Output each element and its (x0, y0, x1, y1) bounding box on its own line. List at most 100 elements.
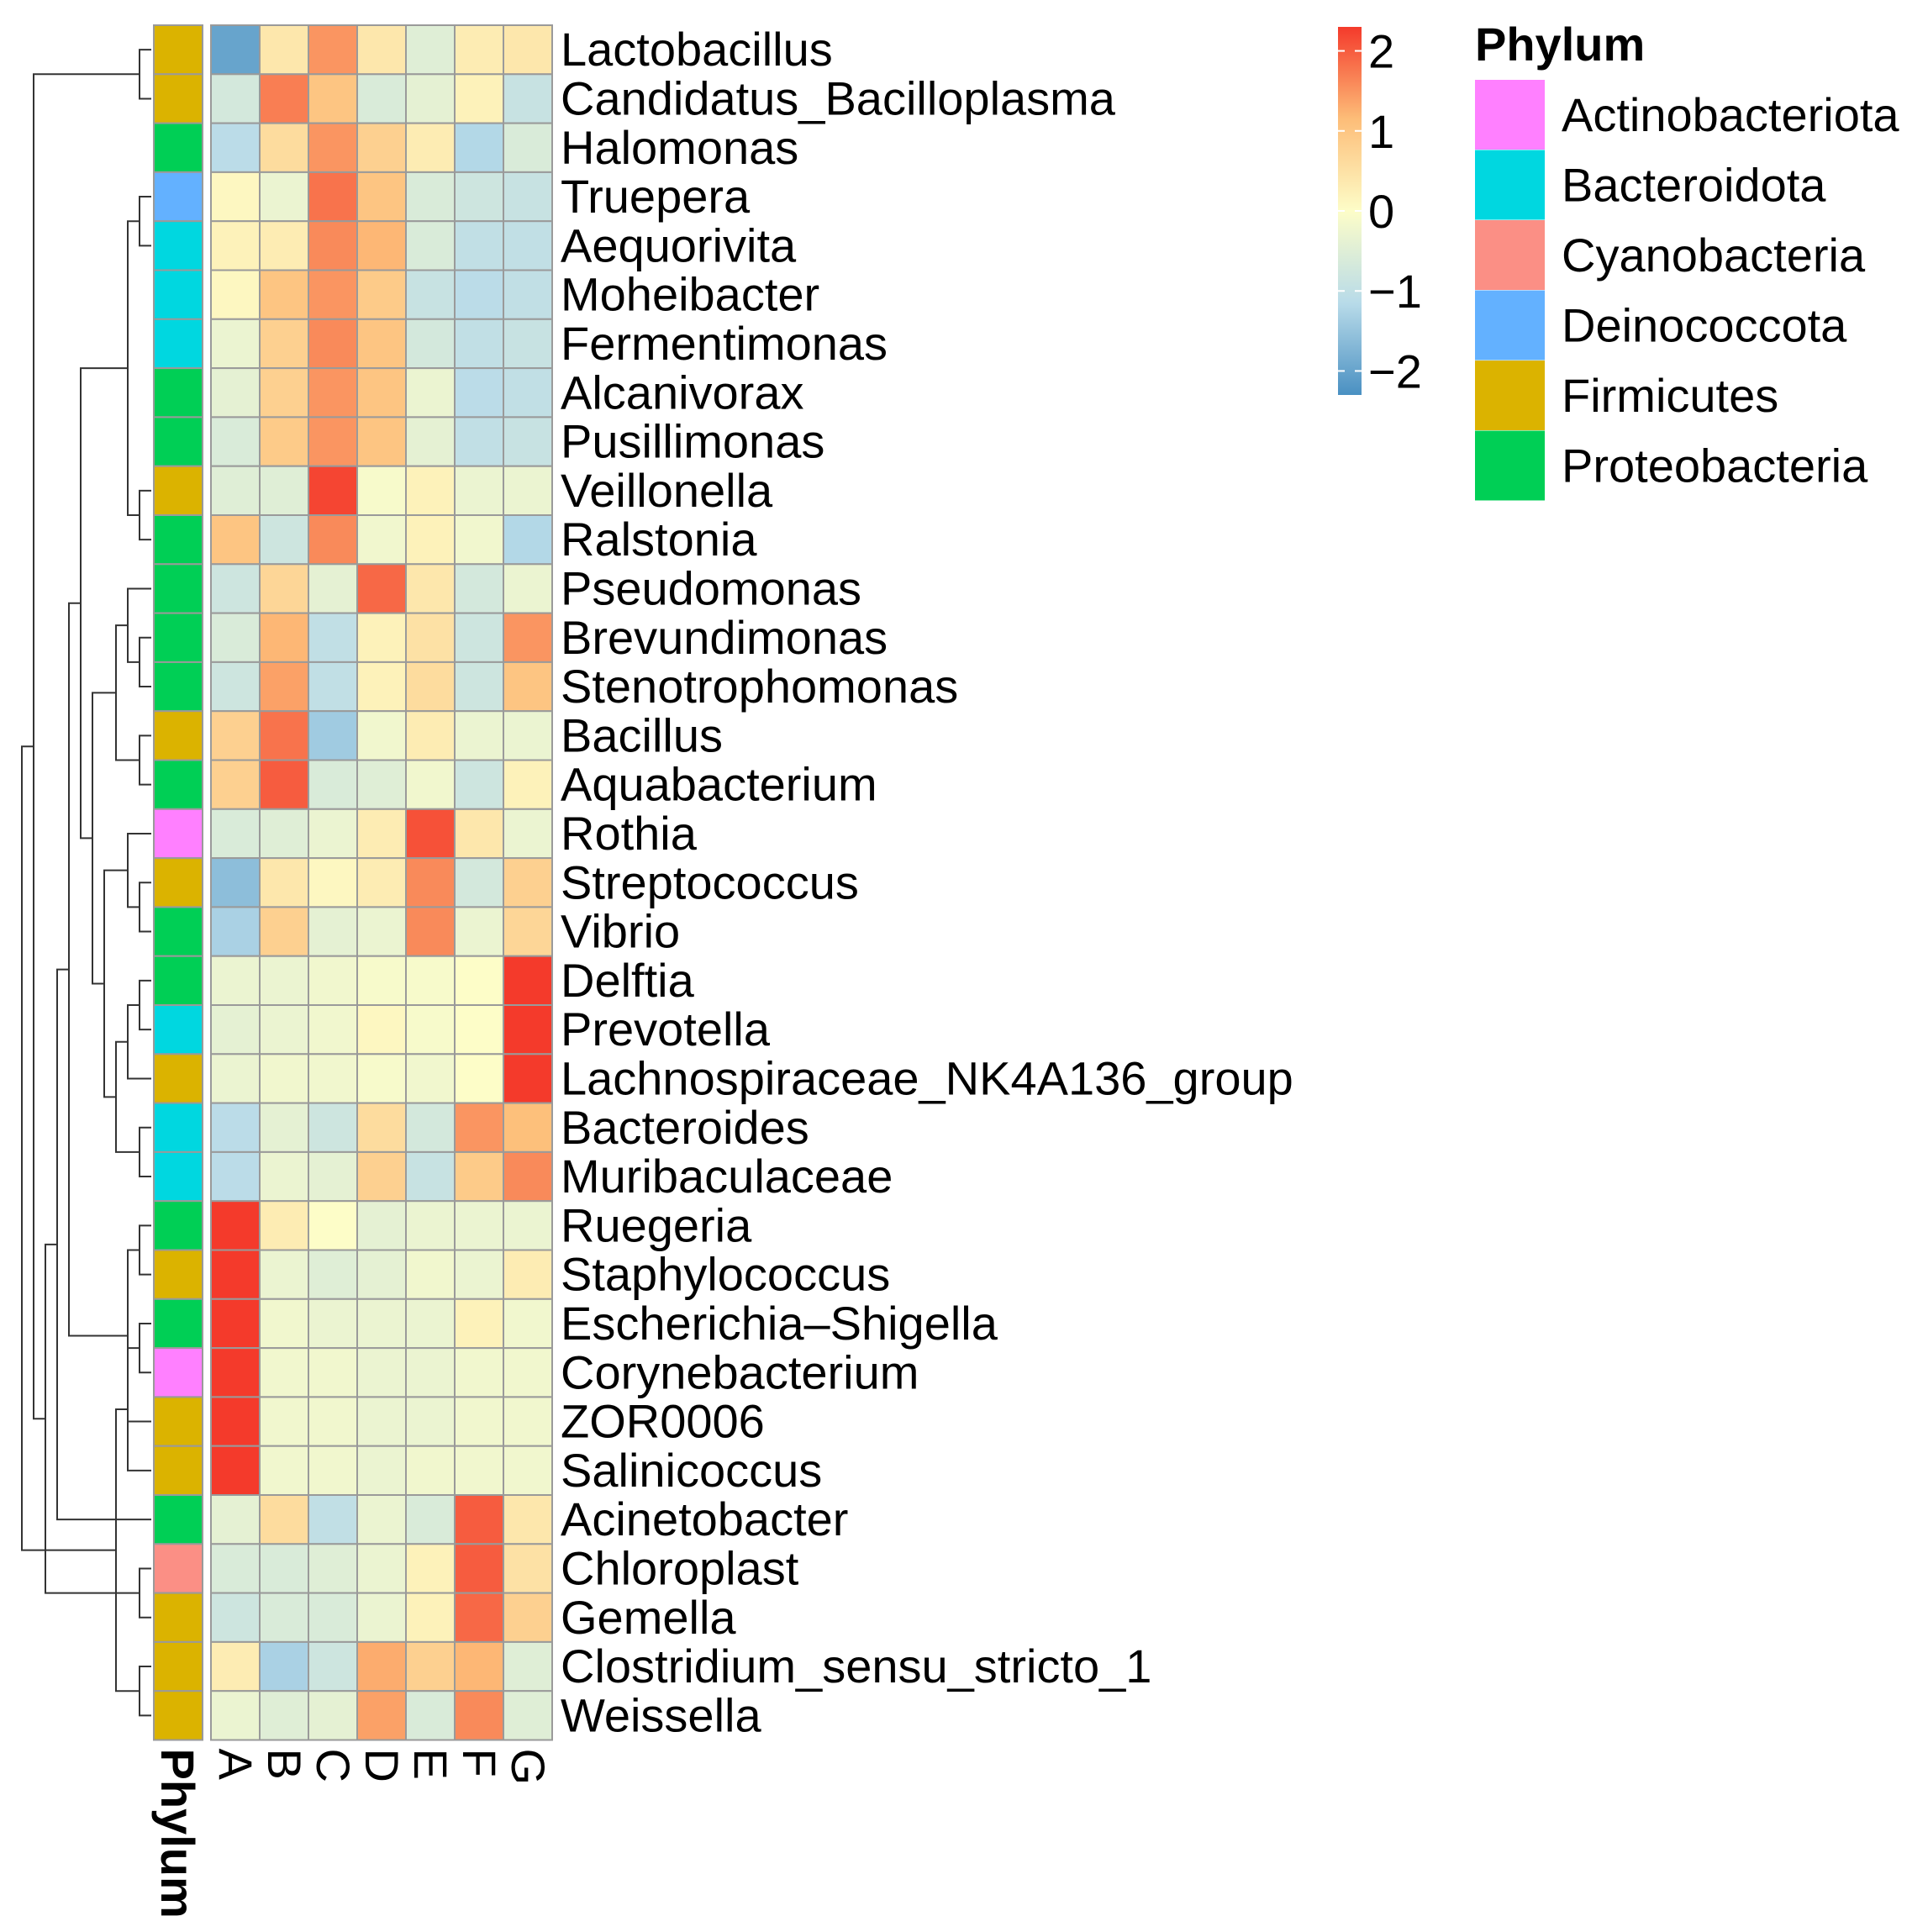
heatmap-cell-vibrio-b (259, 906, 309, 957)
phylum-legend-swatch-proteobacteria (1475, 430, 1545, 501)
heatmap-cell-clostridium-sensu-stricto-1-d (356, 1640, 407, 1692)
heatmap-cell-pseudomonas-d (356, 563, 407, 614)
heatmap-cell-bacillus-g (503, 710, 553, 761)
phylum-cell-bacillus (153, 710, 203, 761)
heatmap-cell-muribaculaceae-d (356, 1150, 407, 1203)
heatmap-cell-gemella-a (210, 1592, 261, 1643)
heatmap-cell-pseudomonas-g (503, 563, 553, 614)
heatmap-cell-stenotrophomonas-f (454, 661, 504, 713)
phylum-cell-pseudomonas (153, 563, 203, 614)
heatmap-cell-halomonas-f (454, 122, 504, 173)
heatmap-cell-salinicoccus-g (503, 1445, 553, 1496)
heatmap-cell-acinetobacter-d (356, 1494, 407, 1545)
row-label: ZOR0006 (561, 1395, 765, 1448)
heatmap-cell-aquabacterium-d (356, 759, 407, 810)
heatmap-cell-halomonas-d (356, 122, 407, 173)
phylum-cell-clostridium-sensu-stricto-1 (153, 1640, 203, 1692)
heatmap-cell-stenotrophomonas-a (210, 661, 261, 713)
heatmap-cell-weissella-e (405, 1690, 456, 1741)
heatmap-cell-clostridium-sensu-stricto-1-b (259, 1640, 309, 1692)
row-label: Aquabacterium (561, 758, 877, 811)
heatmap-cell-aequorivita-g (503, 220, 553, 271)
phylum-cell-candidatus-bacilloplasma (153, 73, 203, 124)
heatmap-cell-lachnospiraceae-nk4a136-group-a (210, 1053, 261, 1104)
heatmap-cell-bacteroides-f (454, 1102, 504, 1153)
phylum-cell-rothia (153, 808, 203, 860)
heatmap-cell-lachnospiraceae-nk4a136-group-c (308, 1053, 358, 1104)
heatmap-cell-veillonella-e (405, 465, 456, 517)
heatmap-cell-streptococcus-e (405, 857, 456, 908)
heatmap-cell-lactobacillus-b (259, 24, 309, 76)
heatmap-cell-vibrio-f (454, 906, 504, 957)
heatmap-cell-gemella-g (503, 1592, 553, 1643)
phylum-cell-prevotella (153, 1004, 203, 1055)
heatmap-cell-bacteroides-d (356, 1102, 407, 1153)
heatmap-cell-fermentimonas-c (308, 318, 358, 370)
row-label: Vibrio (561, 905, 680, 958)
heatmap-cell-pseudomonas-f (454, 563, 504, 614)
heatmap-cell-escherichia-shigella-a (210, 1298, 261, 1350)
heatmap-cell-bacillus-b (259, 710, 309, 761)
phylum-cell-vibrio (153, 906, 203, 957)
heatmap-cell-weissella-f (454, 1690, 504, 1741)
heatmap-cell-candidatus-bacilloplasma-a (210, 73, 261, 124)
dendrogram-branch (139, 882, 151, 933)
dendrogram-branch (139, 979, 151, 1031)
heatmap-cell-weissella-d (356, 1690, 407, 1741)
dendrogram-branch (139, 734, 151, 786)
heatmap-cell-ralstonia-f (454, 514, 504, 566)
heatmap-cell-zor0006-f (454, 1396, 504, 1447)
heatmap-cell-delftia-d (356, 955, 407, 1006)
heatmap-cell-candidatus-bacilloplasma-g (503, 73, 553, 124)
row-label: Halomonas (561, 121, 798, 174)
heatmap-cell-staphylococcus-g (503, 1249, 553, 1300)
phylum-cell-corynebacterium (153, 1347, 203, 1398)
heatmap-cell-rothia-c (308, 808, 358, 860)
row-label: Fermentimonas (561, 317, 888, 370)
heatmap-cell-zor0006-b (259, 1396, 309, 1447)
heatmap-cell-clostridium-sensu-stricto-1-g (503, 1640, 553, 1692)
heatmap-cell-muribaculaceae-c (308, 1150, 358, 1203)
heatmap-cell-ralstonia-e (405, 514, 456, 566)
heatmap-cell-aquabacterium-g (503, 759, 553, 810)
heatmap-cell-stenotrophomonas-d (356, 661, 407, 713)
row-label: Chloroplast (561, 1541, 799, 1594)
color-scale-label: 2 (1368, 25, 1394, 78)
heatmap-cell-clostridium-sensu-stricto-1-a (210, 1640, 261, 1692)
heatmap-cell-halomonas-c (308, 122, 358, 173)
heatmap-cell-vibrio-d (356, 906, 407, 957)
heatmap-cell-weissella-c (308, 1690, 358, 1741)
row-label: Bacteroides (561, 1101, 809, 1154)
heatmap-cell-staphylococcus-f (454, 1249, 504, 1300)
heatmap-cell-rothia-a (210, 808, 261, 860)
phylum-legend-label: Cyanobacteria (1562, 229, 1866, 282)
heatmap-cell-chloroplast-a (210, 1543, 261, 1594)
heatmap-cell-escherichia-shigella-c (308, 1298, 358, 1350)
heatmap-cell-lachnospiraceae-nk4a136-group-f (454, 1053, 504, 1104)
phylum-legend-label: Deinococcota (1562, 299, 1847, 352)
phylum-legend-label: Proteobacteria (1562, 440, 1868, 492)
dendrogram-branch (45, 1243, 140, 1594)
row-label: Stenotrophomonas (561, 660, 958, 713)
row-label: Streptococcus (561, 855, 859, 908)
phylum-cell-moheibacter (153, 269, 203, 320)
column-label: F (453, 1749, 506, 1777)
heatmap-cell-aquabacterium-e (405, 759, 456, 810)
heatmap-cell-streptococcus-d (356, 857, 407, 908)
heatmap-cell-salinicoccus-f (454, 1445, 504, 1496)
heatmap-cell-aquabacterium-c (308, 759, 358, 810)
heatmap-cell-acinetobacter-a (210, 1494, 261, 1545)
heatmap-cell-streptococcus-a (210, 857, 261, 908)
heatmap-cell-moheibacter-d (356, 269, 407, 320)
phylum-cell-chloroplast (153, 1543, 203, 1594)
phylum-cell-weissella (153, 1690, 203, 1741)
heatmap-cell-gemella-f (454, 1592, 504, 1643)
heatmap-cell-truepera-g (503, 171, 553, 223)
heatmap-cell-bacteroides-a (210, 1102, 261, 1153)
heatmap-cell-streptococcus-b (259, 857, 309, 908)
heatmap-cell-bacillus-f (454, 710, 504, 761)
row-label: Staphylococcus (561, 1248, 890, 1301)
heatmap-cell-vibrio-c (308, 906, 358, 957)
heatmap-cell-pusillimonas-g (503, 416, 553, 467)
heatmap-cell-lactobacillus-d (356, 24, 407, 76)
